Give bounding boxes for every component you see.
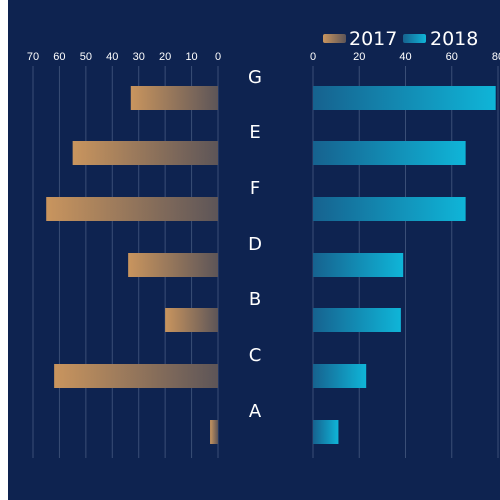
category-labels: G E F D B C A	[248, 67, 262, 422]
legend: 2017 2018	[323, 28, 478, 50]
legend-swatch-2017	[323, 34, 346, 43]
chart-background	[8, 0, 500, 500]
bar-2018	[313, 141, 466, 165]
left-tick-label: 40	[106, 51, 118, 63]
left-tick-label: 20	[159, 51, 171, 63]
category-label: G	[248, 67, 262, 88]
bar-2018	[313, 364, 367, 388]
bar-2017	[130, 86, 218, 110]
axis-tick-labels: 70 60 50 40 30 20 10 0 0 20 40 60 80	[27, 51, 500, 63]
bar-2017	[128, 253, 218, 277]
left-tick-label: 70	[27, 51, 39, 63]
bar-2017	[46, 197, 218, 221]
bar-2017	[210, 420, 218, 444]
category-label: B	[249, 289, 261, 310]
bar-2018	[313, 86, 496, 110]
right-tick-label: 60	[446, 51, 458, 63]
category-label: C	[249, 345, 262, 366]
category-label: E	[249, 122, 260, 143]
left-tick-label: 30	[133, 51, 145, 63]
bar-2018	[313, 253, 404, 277]
legend-swatch-2018	[403, 34, 426, 43]
bar-2017	[54, 364, 219, 388]
legend-label-2018: 2018	[430, 28, 478, 50]
left-tick-label: 10	[185, 51, 197, 63]
category-label: D	[248, 234, 262, 255]
category-label: A	[249, 401, 262, 422]
right-tick-label: 80	[492, 51, 500, 63]
bar-2017	[165, 308, 218, 332]
left-tick-label: 50	[80, 51, 92, 63]
bar-2018	[313, 197, 466, 221]
bar-2018	[313, 420, 339, 444]
right-tick-label: 0	[310, 51, 316, 63]
left-tick-label: 0	[215, 51, 221, 63]
bars	[46, 86, 496, 444]
bar-2018	[313, 308, 401, 332]
right-tick-label: 20	[353, 51, 365, 63]
legend-label-2017: 2017	[349, 28, 397, 50]
right-tick-label: 40	[399, 51, 411, 63]
bar-2017	[72, 141, 219, 165]
left-tick-label: 60	[53, 51, 65, 63]
category-label: F	[250, 178, 260, 199]
